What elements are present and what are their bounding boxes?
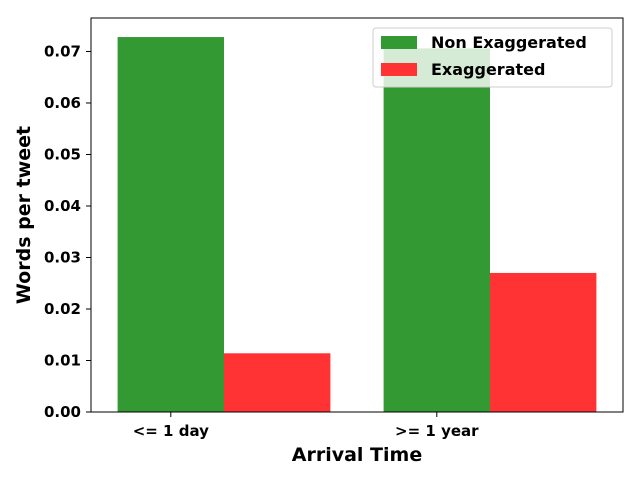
legend: Non Exaggerated Exaggerated: [372, 27, 613, 88]
bar-exaggerated-1: [490, 272, 597, 412]
x-tick-label: >= 1 year: [395, 422, 479, 440]
y-axis-label: Words per tweet: [13, 126, 35, 304]
y-tick-label: 0.05: [44, 145, 81, 163]
bar-non-exaggerated-1: [383, 48, 490, 412]
bar-exaggerated-0: [224, 353, 331, 412]
legend-label-non-exaggerated: Non Exaggerated: [431, 33, 587, 52]
y-tick-label: 0.01: [44, 351, 81, 369]
y-tick-label: 0.03: [44, 248, 81, 266]
x-tick-label: <= 1 day: [133, 422, 209, 440]
y-tick-label: 0.00: [44, 403, 81, 421]
y-tick-label: 0.04: [44, 197, 81, 215]
x-axis-label: Arrival Time: [292, 444, 422, 466]
legend-swatch-exaggerated: [381, 63, 417, 76]
plot-area-frame: [90, 17, 624, 413]
bar-non-exaggerated-0: [117, 37, 224, 412]
y-tick-label: 0.02: [44, 300, 81, 318]
y-axis: 0.00 0.01 0.02 0.03 0.04 0.05 0.06 0.07: [44, 42, 91, 421]
bars-layer: [117, 37, 597, 412]
legend-label-exaggerated: Exaggerated: [431, 60, 545, 79]
y-tick-label: 0.07: [44, 42, 81, 60]
y-tick-label: 0.06: [44, 94, 81, 112]
x-axis: <= 1 day >= 1 year: [133, 412, 479, 440]
legend-frame: [372, 27, 613, 88]
legend-swatch-non-exaggerated: [381, 36, 417, 49]
